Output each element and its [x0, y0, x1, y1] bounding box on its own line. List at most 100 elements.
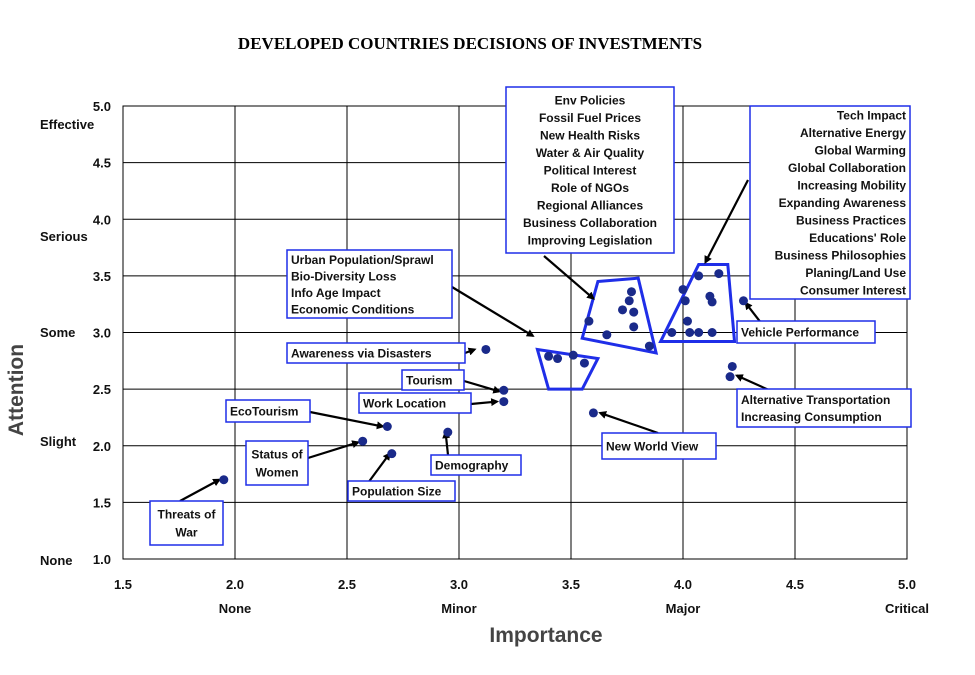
annotation-label: Role of NGOs	[551, 181, 629, 195]
data-point	[667, 328, 677, 337]
annotation-label: Business Collaboration	[523, 216, 657, 230]
x-category-label: Critical	[885, 601, 929, 616]
data-point	[626, 287, 636, 297]
annotation-label: War	[175, 526, 198, 540]
data-point	[714, 269, 724, 279]
data-point	[738, 296, 748, 306]
annotation-box	[358, 392, 472, 414]
annotation-box	[505, 86, 675, 254]
y-tick-label: 3.5	[93, 269, 111, 284]
annotation-box	[430, 454, 522, 476]
y-category-label: Effective	[40, 117, 94, 132]
annotation-label: Global Collaboration	[788, 161, 906, 175]
leader-arrow	[309, 410, 385, 430]
data-point	[685, 328, 695, 337]
y-tick-label: 2.0	[93, 439, 111, 454]
annotation-label: Regional Alliances	[537, 199, 644, 213]
annotation-label: Fossil Fuel Prices	[539, 111, 641, 125]
annotation-box	[245, 440, 309, 486]
data-point	[443, 427, 453, 437]
leader-arrow	[307, 440, 361, 460]
annotation-box	[347, 480, 456, 502]
x-tick-label: 2.0	[226, 577, 244, 592]
y-tick-label: 3.0	[93, 326, 111, 341]
annotation-box	[736, 320, 876, 344]
annotation-label: Awareness via Disasters	[291, 347, 432, 361]
data-point	[707, 297, 717, 307]
leader-arrow	[451, 286, 535, 337]
y-tick-label: 4.5	[93, 156, 111, 171]
annotation-box	[601, 432, 717, 460]
annotation-label: Alternative Energy	[800, 126, 906, 140]
data-point	[680, 296, 690, 306]
data-point	[678, 284, 688, 294]
x-category-label: None	[219, 601, 252, 616]
x-tick-label: 3.5	[562, 577, 580, 592]
data-point	[387, 449, 397, 459]
data-point	[358, 436, 368, 446]
cluster-outline	[580, 276, 659, 355]
x-tick-label: 1.5	[114, 577, 132, 592]
data-point	[694, 328, 704, 337]
data-point	[618, 305, 628, 315]
cluster-outline	[658, 263, 737, 344]
leader-arrow	[704, 179, 749, 265]
leader-arrow	[463, 379, 502, 394]
data-point	[588, 408, 598, 418]
annotation-box	[286, 249, 453, 319]
annotation-label: Planing/Land Use	[805, 266, 906, 280]
x-tick-label: 4.5	[786, 577, 804, 592]
y-category-label: Some	[40, 325, 75, 340]
data-point	[584, 316, 594, 326]
data-point	[544, 351, 554, 361]
annotation-label: Threats of	[157, 508, 216, 522]
data-point	[382, 421, 392, 431]
x-tick-label: 3.0	[450, 577, 468, 592]
annotation-label: Increasing Mobility	[797, 179, 906, 193]
annotation-label: Improving Legislation	[528, 234, 653, 248]
data-point	[219, 475, 229, 485]
annotation-label: Population Size	[352, 485, 442, 499]
leader-arrow	[470, 398, 500, 407]
x-category-label: Minor	[441, 601, 476, 616]
annotation-label: Consumer Interest	[800, 284, 906, 298]
data-point	[694, 271, 704, 281]
data-point	[707, 328, 717, 337]
data-point	[499, 397, 509, 407]
y-tick-label: 4.0	[93, 212, 111, 227]
annotation-label: Status of	[251, 448, 303, 462]
data-point	[725, 372, 735, 382]
annotation-label: Economic Conditions	[291, 302, 415, 316]
annotation-label: EcoTourism	[230, 405, 298, 419]
y-category-label: None	[40, 553, 73, 568]
data-point	[644, 341, 654, 351]
y-axis-title: Attention	[5, 344, 28, 436]
annotation-label: Tech Impact	[837, 109, 906, 123]
x-axis-title: Importance	[489, 624, 602, 647]
annotation-label: Vehicle Performance	[741, 326, 859, 340]
annotation-label: Global Warming	[814, 144, 906, 158]
data-point	[624, 296, 634, 306]
annotation-box	[749, 105, 911, 300]
x-category-label: Major	[666, 601, 701, 616]
x-tick-label: 2.5	[338, 577, 356, 592]
annotation-label: Info Age Impact	[291, 286, 381, 300]
annotation-label: Expanding Awareness	[779, 196, 907, 210]
annotation-box	[225, 399, 311, 423]
y-category-label: Slight	[40, 434, 77, 449]
data-point	[568, 350, 578, 360]
annotation-label: Increasing Consumption	[741, 410, 882, 424]
data-point	[629, 322, 639, 332]
annotation-box	[736, 388, 912, 428]
y-tick-label: 1.0	[93, 552, 111, 567]
x-tick-label: 4.0	[674, 577, 692, 592]
data-point	[682, 316, 692, 326]
data-point	[553, 354, 563, 364]
annotation-label: Tourism	[406, 374, 452, 388]
data-point	[629, 307, 639, 317]
annotation-label: Political Interest	[544, 164, 637, 178]
annotation-label: Women	[255, 466, 298, 480]
data-point	[579, 358, 589, 368]
annotation-label: New Health Risks	[540, 129, 640, 143]
